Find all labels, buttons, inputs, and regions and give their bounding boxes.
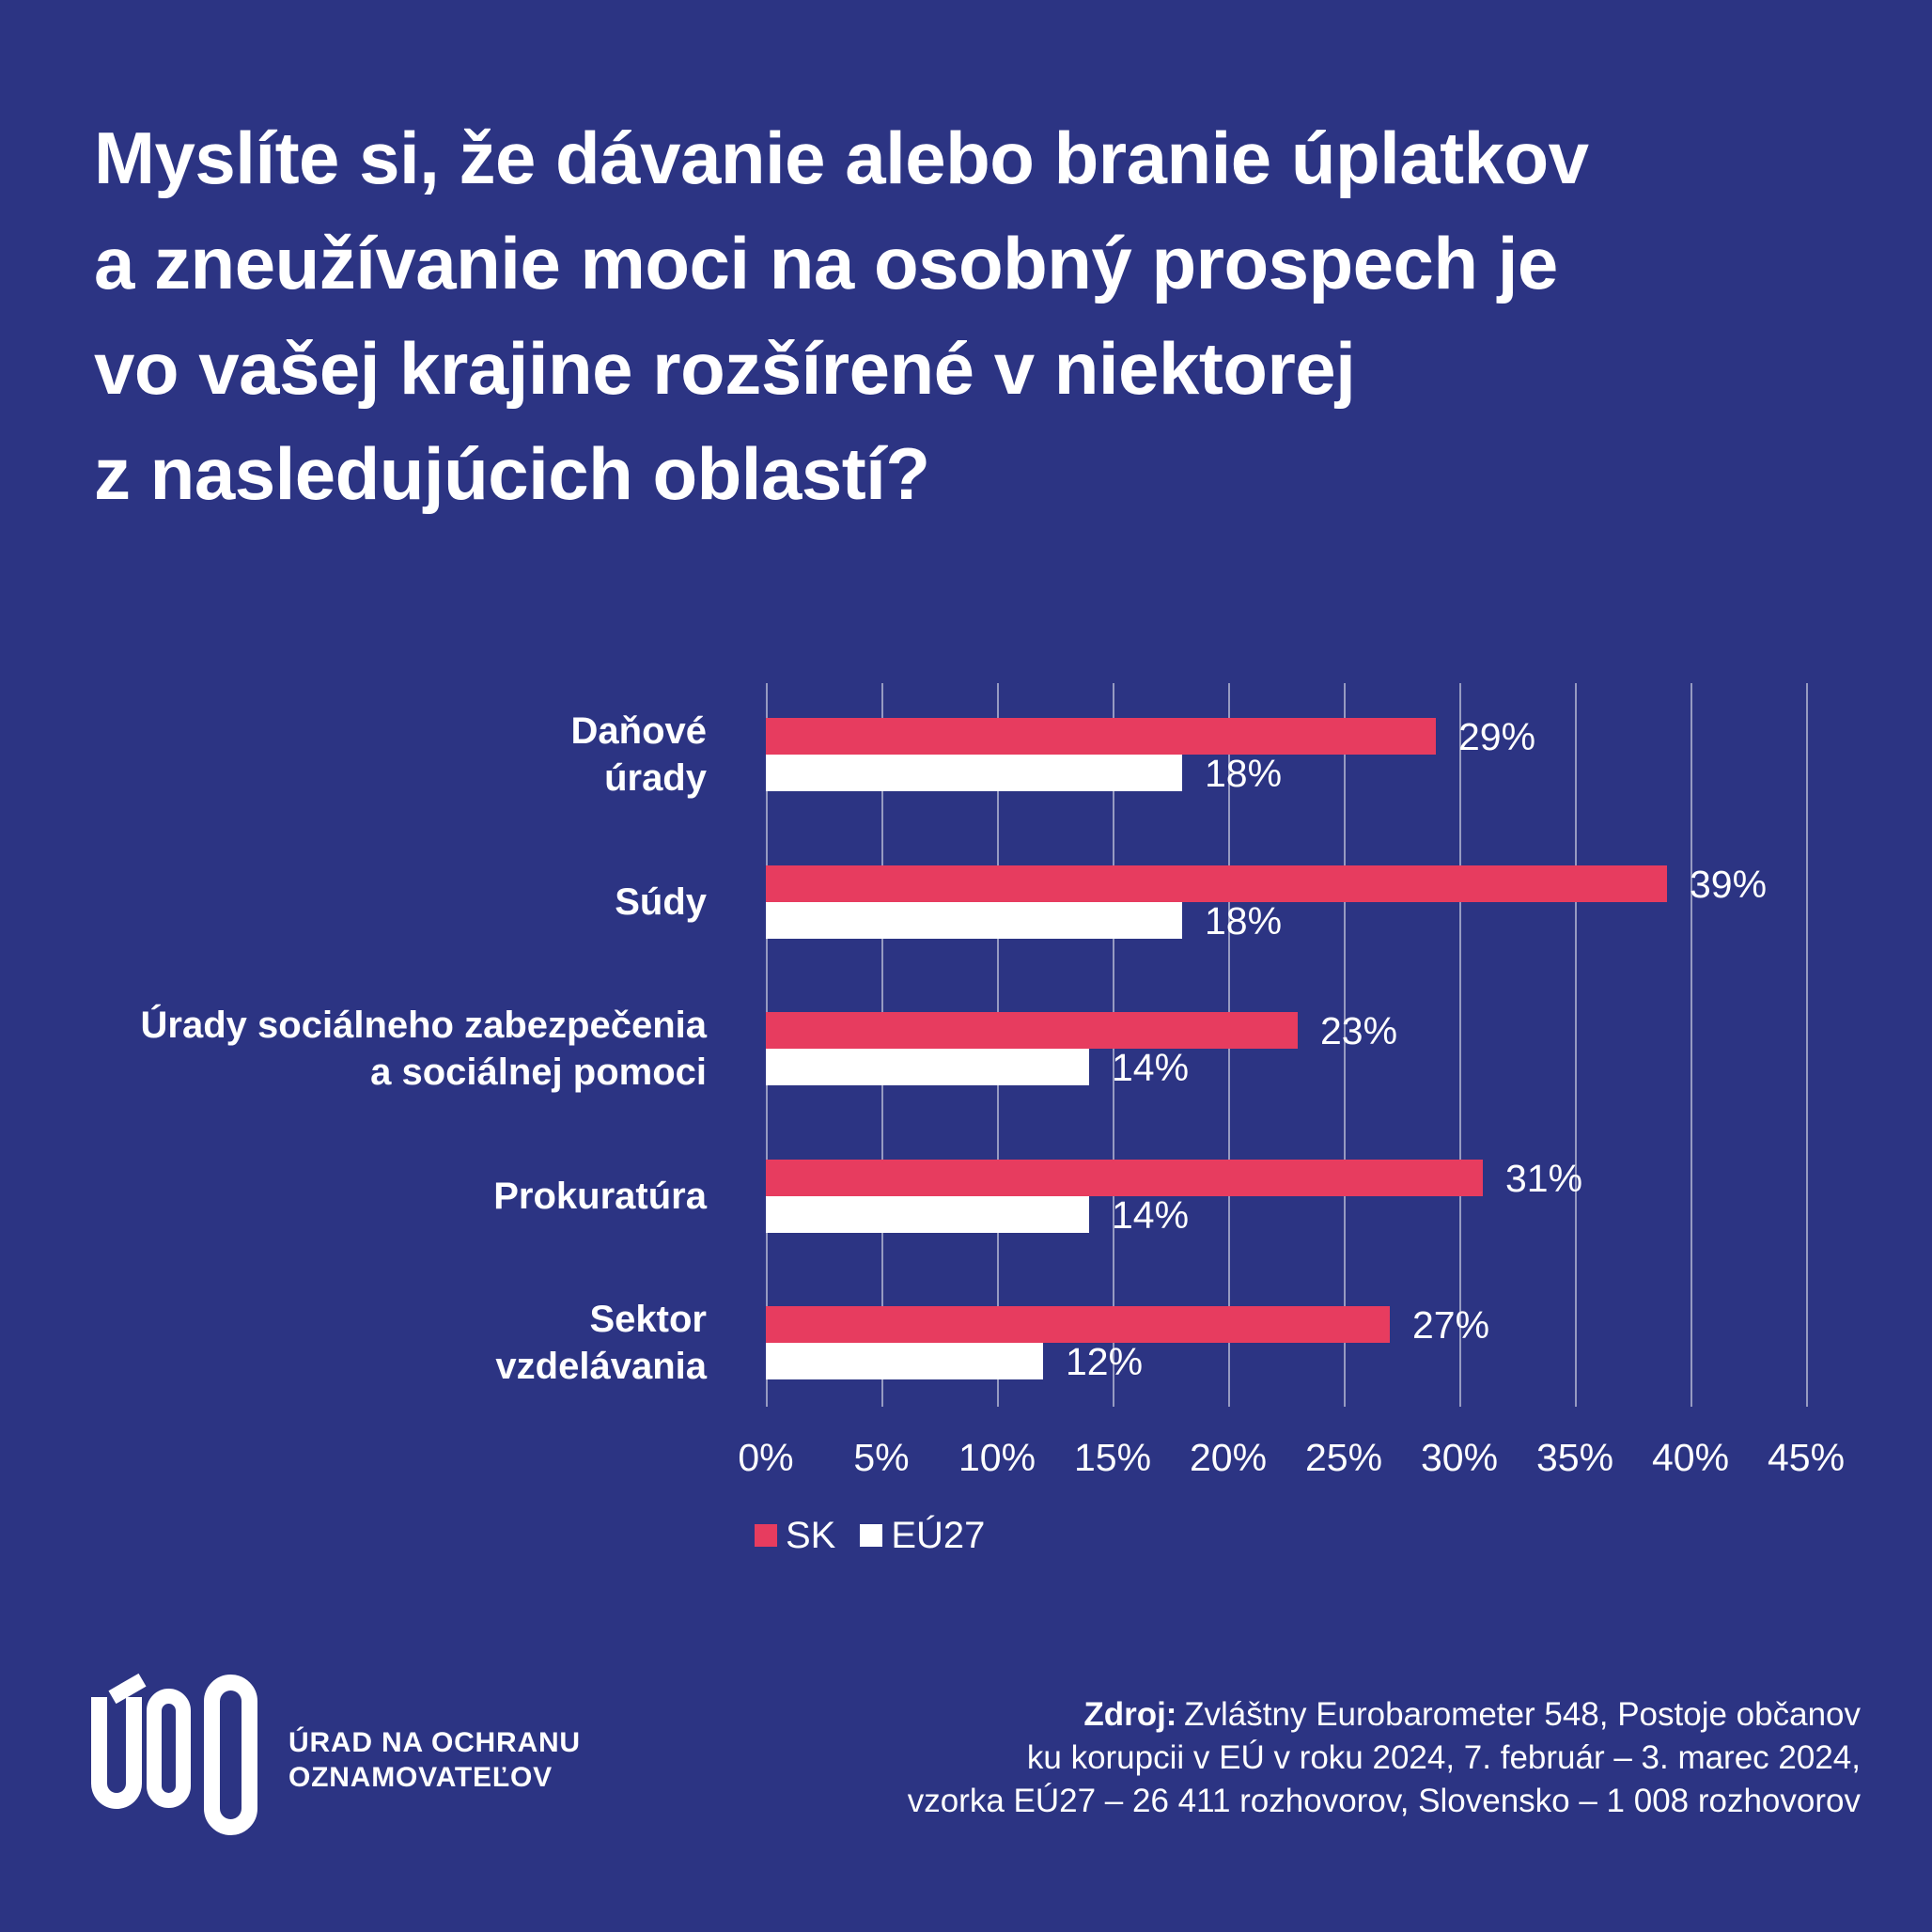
- category-label-line: Prokuratúra: [493, 1176, 707, 1217]
- legend-label-sk: SK: [786, 1515, 836, 1556]
- bar-sk: [766, 1160, 1483, 1196]
- value-label: 18%: [1205, 752, 1283, 795]
- title-line: z nasledujúcich oblastí?: [94, 432, 930, 515]
- grid-line: [1344, 683, 1346, 1407]
- grid-line: [1575, 683, 1577, 1407]
- x-axis-tick-label: 15%: [1073, 1436, 1152, 1479]
- bar-eu27: [766, 1049, 1089, 1085]
- logo-wordmark-line: OZNAMOVATEĽOV: [288, 1762, 553, 1793]
- logo-wordmark: ÚRAD NA OCHRANU OZNAMOVATEĽOV: [288, 1725, 581, 1795]
- value-label: 39%: [1690, 863, 1768, 906]
- bar-eu27: [766, 1343, 1043, 1379]
- value-label: 14%: [1112, 1046, 1190, 1089]
- x-axis-tick-label: 30%: [1420, 1436, 1499, 1479]
- category-label: Daňové úrady: [94, 708, 708, 802]
- legend-item-eu27: EÚ27: [860, 1517, 985, 1554]
- source-line-1: Zdroj: Zvláštny Eurobarometer 548, Postoj…: [1083, 1696, 1861, 1733]
- x-axis-tick-label: 25%: [1304, 1436, 1383, 1479]
- x-axis-tick-label: 35%: [1535, 1436, 1614, 1479]
- category-label-line: a sociálnej pomoci: [370, 1052, 707, 1093]
- bar-sk: [766, 718, 1436, 755]
- x-axis-tick-label: 20%: [1189, 1436, 1268, 1479]
- source-line-3: vzorka EÚ27 – 26 411 rozhovorov, Slovens…: [907, 1783, 1861, 1819]
- bar-eu27: [766, 902, 1182, 939]
- category-label: Úrady sociálneho zabezpečenia a sociálnej…: [94, 1002, 707, 1096]
- legend-swatch-eu27-icon: [860, 1524, 883, 1547]
- category-label: Prokuratúra: [94, 1173, 707, 1220]
- value-label: 27%: [1412, 1303, 1490, 1347]
- category-label-line: Daňové: [570, 710, 708, 752]
- grid-line: [1690, 683, 1692, 1407]
- value-label: 31%: [1505, 1157, 1583, 1200]
- x-axis-tick-label: 10%: [958, 1436, 1036, 1479]
- chart-legend: SK EÚ27: [755, 1517, 985, 1554]
- bar-sk: [766, 1306, 1390, 1343]
- source-label: Zdroj:: [1083, 1696, 1177, 1733]
- title-line: a zneužívanie moci na osobný prospech je: [94, 222, 1558, 304]
- source-note: Zdroj: Zvláštny Eurobarometer 548, Postoj…: [908, 1693, 1861, 1823]
- category-label-line: Úrady sociálneho zabezpečenia: [140, 1005, 707, 1046]
- source-line-2: ku korupcii v EÚ v roku 2024, 7. február…: [1026, 1739, 1861, 1776]
- value-label: 29%: [1458, 715, 1536, 758]
- category-label-line: vzdelávania: [495, 1346, 707, 1387]
- category-label-line: úrady: [604, 757, 707, 799]
- legend-swatch-sk-icon: [755, 1524, 777, 1547]
- value-label: 14%: [1112, 1193, 1190, 1237]
- x-axis-tick-label: 40%: [1651, 1436, 1730, 1479]
- category-label: Súdy: [94, 879, 707, 926]
- title-line: vo vašej krajine rozšírené v niektorej: [94, 327, 1356, 410]
- logo-wordmark-line: ÚRAD NA OCHRANU: [288, 1727, 581, 1758]
- category-label: Sektor vzdelávania: [94, 1296, 707, 1390]
- value-label: 23%: [1320, 1009, 1398, 1052]
- logo-letter-u-icon: [91, 1697, 142, 1809]
- category-label-line: Sektor: [589, 1299, 708, 1340]
- title-line: Myslíte si, že dávanie alebo branie úpla…: [94, 117, 1589, 199]
- grid-line: [1806, 683, 1808, 1407]
- value-label: 18%: [1205, 899, 1283, 943]
- grid-line: [1459, 683, 1461, 1407]
- category-label-line: Súdy: [615, 881, 707, 923]
- x-axis-tick-label: 5%: [853, 1436, 910, 1479]
- x-axis-tick-label: 45%: [1767, 1436, 1846, 1479]
- bar-sk: [766, 865, 1667, 902]
- legend-label-eu27: EÚ27: [891, 1515, 986, 1556]
- bar-eu27: [766, 1196, 1089, 1233]
- logo-letter-o1-icon: [147, 1689, 191, 1808]
- x-axis-tick-label: 0%: [738, 1436, 794, 1479]
- value-label: 12%: [1066, 1340, 1144, 1383]
- page-title: Myslíte si, že dávanie alebo branie úpla…: [94, 105, 1861, 526]
- bar-eu27: [766, 755, 1182, 791]
- plot-area: 29% 18% 39% 18% 23% 14% 31% 14% 27% 12%: [766, 683, 1808, 1407]
- logo-letter-o2-icon: [204, 1675, 257, 1835]
- legend-item-sk: SK: [755, 1517, 835, 1554]
- bar-sk: [766, 1012, 1298, 1049]
